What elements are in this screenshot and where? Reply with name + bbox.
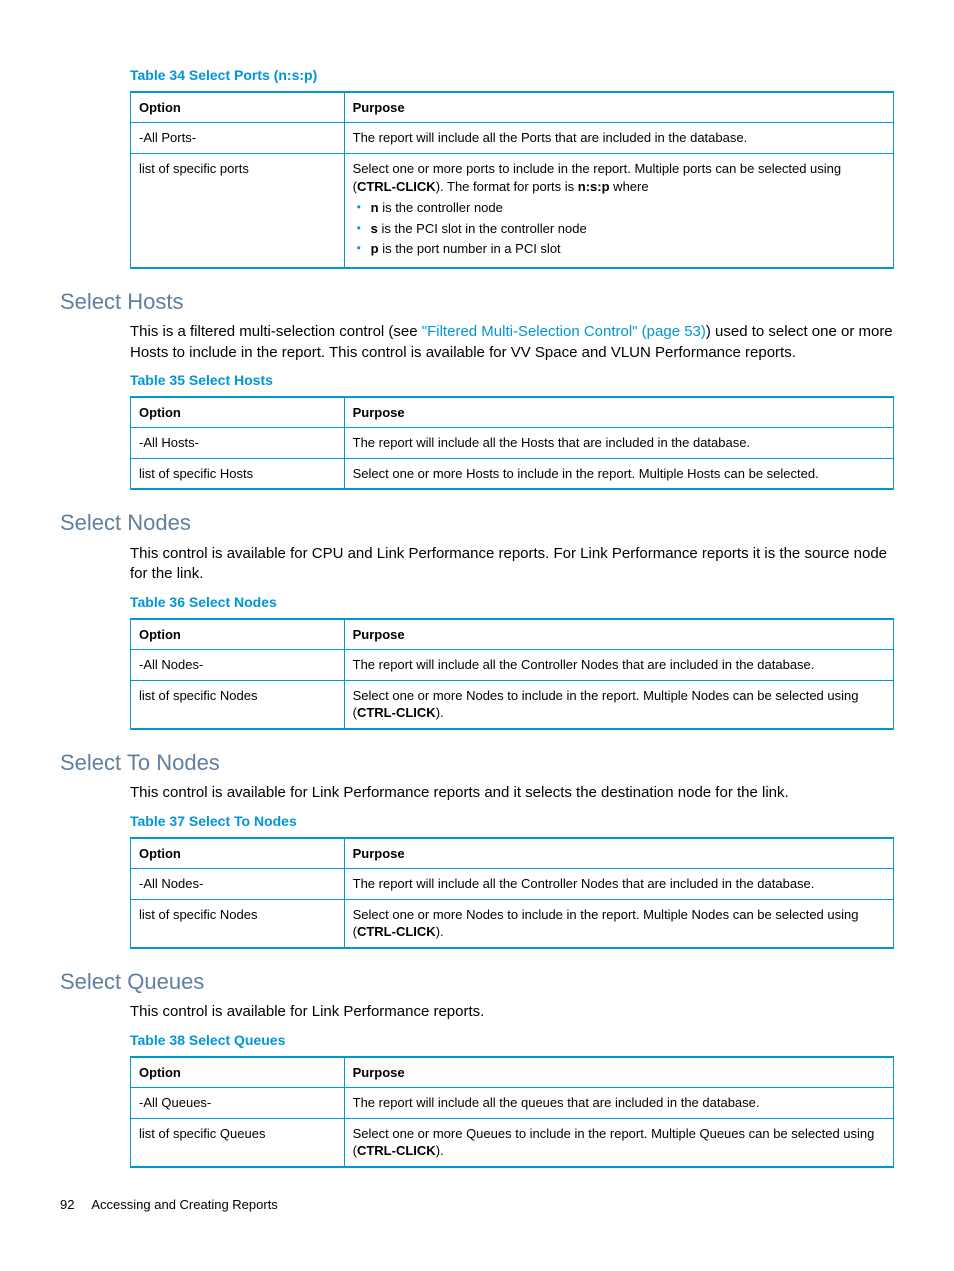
page-number: 92 bbox=[60, 1197, 74, 1212]
table-36-caption: Table 36 Select Nodes bbox=[130, 593, 894, 612]
cell-option: list of specific Queues bbox=[131, 1118, 345, 1167]
bold: CTRL-CLICK bbox=[357, 179, 436, 194]
cell-option: list of specific Nodes bbox=[131, 899, 345, 948]
table-row: -All Nodes- The report will include all … bbox=[131, 869, 894, 900]
cell-purpose: Select one or more Nodes to include in t… bbox=[344, 899, 893, 948]
th-option: Option bbox=[131, 619, 345, 650]
cell-option: -All Hosts- bbox=[131, 428, 345, 459]
cell-option: list of specific Hosts bbox=[131, 458, 345, 489]
table-row: list of specific Nodes Select one or mor… bbox=[131, 680, 894, 729]
cell-option: list of specific ports bbox=[131, 153, 345, 267]
list-item: p is the port number in a PCI slot bbox=[353, 240, 885, 258]
th-purpose: Purpose bbox=[344, 1057, 893, 1088]
th-purpose: Purpose bbox=[344, 397, 893, 428]
bold: n bbox=[371, 200, 379, 215]
th-purpose: Purpose bbox=[344, 838, 893, 869]
list-item: s is the PCI slot in the controller node bbox=[353, 220, 885, 238]
table-36: Option Purpose -All Nodes- The report wi… bbox=[130, 618, 894, 730]
th-option: Option bbox=[131, 838, 345, 869]
page-footer: 92 Accessing and Creating Reports bbox=[60, 1196, 894, 1214]
heading-select-nodes: Select Nodes bbox=[60, 508, 894, 538]
table-37-caption: Table 37 Select To Nodes bbox=[130, 812, 894, 831]
paragraph: This control is available for Link Perfo… bbox=[130, 783, 894, 803]
bold: n:s:p bbox=[578, 179, 610, 194]
cell-purpose: The report will include all the queues t… bbox=[344, 1088, 893, 1119]
text: ). bbox=[436, 705, 444, 720]
link-filtered-multi[interactable]: "Filtered Multi-Selection Control" (page… bbox=[422, 323, 706, 340]
text: ). bbox=[436, 1143, 444, 1158]
table-37: Option Purpose -All Nodes- The report wi… bbox=[130, 837, 894, 949]
list-item: n is the controller node bbox=[353, 199, 885, 217]
footer-title: Accessing and Creating Reports bbox=[91, 1197, 277, 1212]
heading-select-queues: Select Queues bbox=[60, 967, 894, 997]
table-row: list of specific ports Select one or mor… bbox=[131, 153, 894, 267]
bold: p bbox=[371, 241, 379, 256]
text: where bbox=[610, 179, 649, 194]
cell-purpose: Select one or more Hosts to include in t… bbox=[344, 458, 893, 489]
cell-purpose: Select one or more Queues to include in … bbox=[344, 1118, 893, 1167]
cell-option: -All Queues- bbox=[131, 1088, 345, 1119]
table-34: Option Purpose -All Ports- The report wi… bbox=[130, 91, 894, 269]
paragraph: This control is available for Link Perfo… bbox=[130, 1002, 894, 1022]
bold: CTRL-CLICK bbox=[357, 705, 436, 720]
table-row: list of specific Nodes Select one or mor… bbox=[131, 899, 894, 948]
text: This is a filtered multi-selection contr… bbox=[130, 323, 422, 340]
table-35: Option Purpose -All Hosts- The report wi… bbox=[130, 396, 894, 491]
table-38: Option Purpose -All Queues- The report w… bbox=[130, 1056, 894, 1168]
heading-select-hosts: Select Hosts bbox=[60, 287, 894, 317]
text: is the PCI slot in the controller node bbox=[378, 221, 587, 236]
cell-purpose: The report will include all the Controll… bbox=[344, 869, 893, 900]
cell-option: -All Ports- bbox=[131, 123, 345, 154]
text: is the controller node bbox=[379, 200, 503, 215]
cell-purpose: Select one or more Nodes to include in t… bbox=[344, 680, 893, 729]
text: is the port number in a PCI slot bbox=[379, 241, 561, 256]
cell-option: -All Nodes- bbox=[131, 650, 345, 681]
th-option: Option bbox=[131, 397, 345, 428]
paragraph: This is a filtered multi-selection contr… bbox=[130, 322, 894, 363]
cell-purpose: The report will include all the Controll… bbox=[344, 650, 893, 681]
bold: s bbox=[371, 221, 378, 236]
bullet-list: n is the controller node s is the PCI sl… bbox=[353, 199, 885, 258]
table-34-caption: Table 34 Select Ports (n:s:p) bbox=[130, 66, 894, 85]
table-row: list of specific Queues Select one or mo… bbox=[131, 1118, 894, 1167]
table-38-caption: Table 38 Select Queues bbox=[130, 1031, 894, 1050]
th-purpose: Purpose bbox=[344, 619, 893, 650]
cell-option: list of specific Nodes bbox=[131, 680, 345, 729]
paragraph: This control is available for CPU and Li… bbox=[130, 544, 894, 585]
bold: CTRL-CLICK bbox=[357, 924, 436, 939]
cell-purpose: The report will include all the Hosts th… bbox=[344, 428, 893, 459]
heading-select-to-nodes: Select To Nodes bbox=[60, 748, 894, 778]
bold: CTRL-CLICK bbox=[357, 1143, 436, 1158]
table-35-caption: Table 35 Select Hosts bbox=[130, 371, 894, 390]
text: ). bbox=[436, 924, 444, 939]
table-row: list of specific Hosts Select one or mor… bbox=[131, 458, 894, 489]
table-row: -All Nodes- The report will include all … bbox=[131, 650, 894, 681]
cell-option: -All Nodes- bbox=[131, 869, 345, 900]
th-purpose: Purpose bbox=[344, 92, 893, 123]
table-row: -All Ports- The report will include all … bbox=[131, 123, 894, 154]
table-row: -All Queues- The report will include all… bbox=[131, 1088, 894, 1119]
th-option: Option bbox=[131, 92, 345, 123]
table-row: -All Hosts- The report will include all … bbox=[131, 428, 894, 459]
th-option: Option bbox=[131, 1057, 345, 1088]
cell-purpose: Select one or more ports to include in t… bbox=[344, 153, 893, 267]
cell-purpose: The report will include all the Ports th… bbox=[344, 123, 893, 154]
text: ). The format for ports is bbox=[436, 179, 578, 194]
